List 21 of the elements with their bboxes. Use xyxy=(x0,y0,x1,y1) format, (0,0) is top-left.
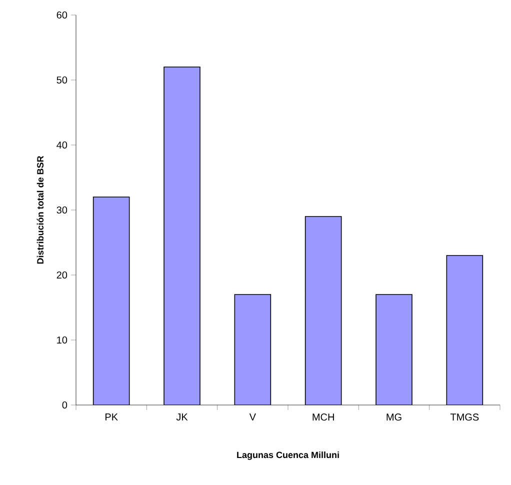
bar xyxy=(376,294,412,405)
y-tick-label: 60 xyxy=(56,11,68,19)
bar xyxy=(234,294,272,405)
y-tick-label: 50 xyxy=(56,76,68,84)
y-tick-label: 40 xyxy=(56,141,68,149)
x-tick-label: JK xyxy=(176,414,188,421)
x-tick-label: V xyxy=(249,414,256,420)
bar xyxy=(446,255,484,405)
y-tick-label: 10 xyxy=(57,336,68,344)
x-axis-title: Lagunas Cuenca Milluni xyxy=(237,451,339,460)
y-tick-label: 0 xyxy=(62,401,68,409)
x-tick-label: TMGS xyxy=(450,414,479,421)
bar xyxy=(304,216,342,405)
y-tick-label: 20 xyxy=(56,271,68,279)
bar xyxy=(164,66,200,405)
y-tick-label: 30 xyxy=(56,206,68,214)
x-tick-label: MCH xyxy=(312,414,334,421)
bar xyxy=(92,196,130,405)
x-tick-label: MG xyxy=(386,414,402,421)
x-tick-label: PK xyxy=(105,414,118,420)
y-axis-title: Distribución total de BSR xyxy=(36,156,44,264)
